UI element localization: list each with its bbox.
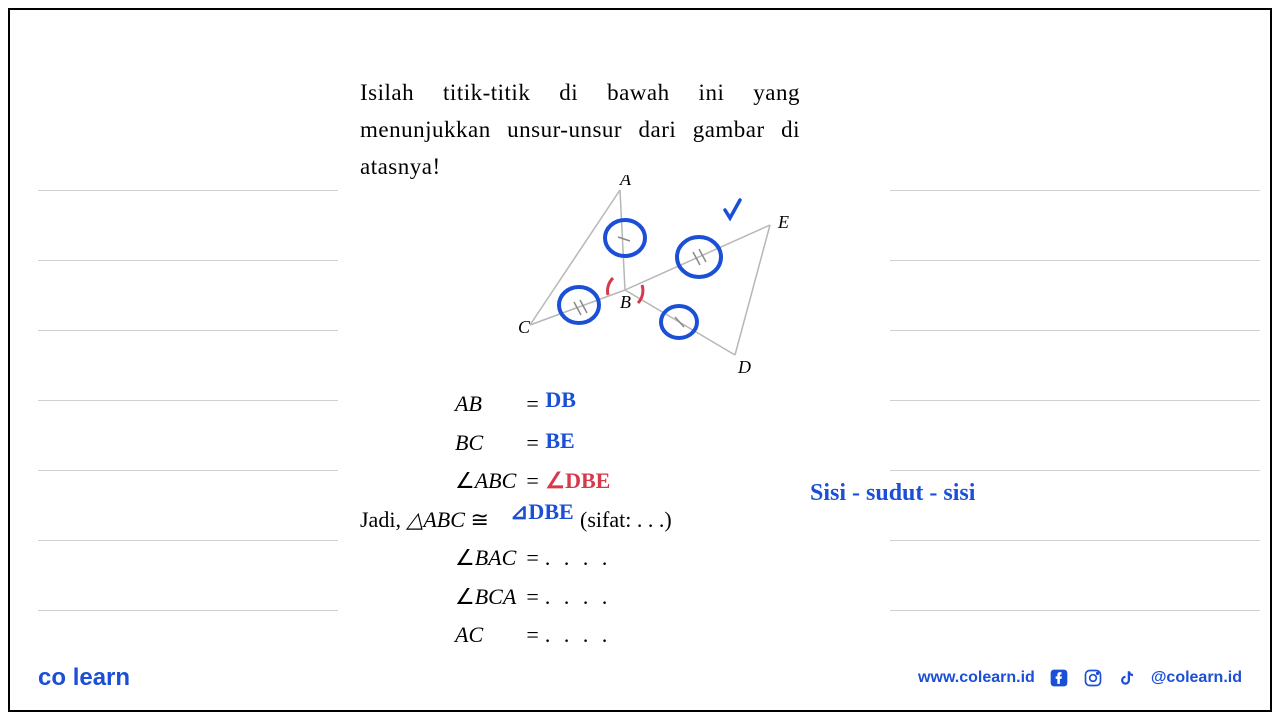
footer-handle: @colearn.id xyxy=(1151,669,1242,687)
point-label-A: A xyxy=(619,175,632,189)
equation-row: AB = DB xyxy=(455,385,800,424)
eq-lhs: ∠BCA xyxy=(455,578,525,617)
facebook-icon xyxy=(1049,668,1069,688)
eq-lhs: AC xyxy=(455,616,525,655)
equation-row: Jadi, △ABC ≅ ⊿DBE (sifat: . . .) xyxy=(360,501,800,540)
equation-row: ∠ABC = ∠DBE xyxy=(455,462,800,501)
eq-lhs: BC xyxy=(455,424,525,463)
footer: co learn www.colearn.id @colearn.id xyxy=(38,664,1242,692)
equations-block: AB = DB BC = BE ∠ABC = ∠DBE Jadi, △ABC ≅… xyxy=(455,385,800,655)
point-label-D: D xyxy=(737,357,751,377)
point-label-C: C xyxy=(518,317,531,337)
eq-lhs: ∠BAC xyxy=(455,539,525,578)
blank-dots: . . . . xyxy=(545,578,612,617)
blank-dots: . . . . xyxy=(545,539,612,578)
instagram-icon xyxy=(1083,668,1103,688)
point-label-B: B xyxy=(620,292,631,312)
eq-lhs: Jadi, △ABC ≅ xyxy=(360,501,510,540)
footer-url: www.colearn.id xyxy=(918,669,1035,687)
page-frame: Isilah titik-titik di bawah ini yang men… xyxy=(8,8,1272,712)
tiktok-icon xyxy=(1117,668,1137,688)
equation-row: ∠BCA = . . . . xyxy=(455,578,800,617)
blank-dots: . . . . xyxy=(545,616,612,655)
geometry-diagram: A B C D E xyxy=(480,175,780,375)
eq-lhs: AB xyxy=(455,385,525,424)
question-text: Isilah titik-titik di bawah ini yang men… xyxy=(360,75,800,185)
equation-row: ∠BAC = . . . . xyxy=(455,539,800,578)
handwritten-answer: ⊿DBE xyxy=(510,493,574,532)
logo-co: co xyxy=(38,664,66,691)
equation-row: AC = . . . . xyxy=(455,616,800,655)
handwritten-answer: BE xyxy=(545,422,574,461)
handwritten-answer: DB xyxy=(545,381,576,420)
main-content: Isilah titik-titik di bawah ini yang men… xyxy=(360,75,800,655)
equation-row: BC = BE xyxy=(455,424,800,463)
logo-learn: learn xyxy=(73,664,130,691)
suffix-text: (sifat: . . .) xyxy=(580,501,672,540)
footer-right: www.colearn.id @colearn.id xyxy=(918,668,1242,688)
side-note: Sisi - sudut - sisi xyxy=(810,480,975,507)
brand-logo: co learn xyxy=(38,664,130,692)
logo-dot xyxy=(66,664,73,691)
point-label-E: E xyxy=(777,212,789,232)
